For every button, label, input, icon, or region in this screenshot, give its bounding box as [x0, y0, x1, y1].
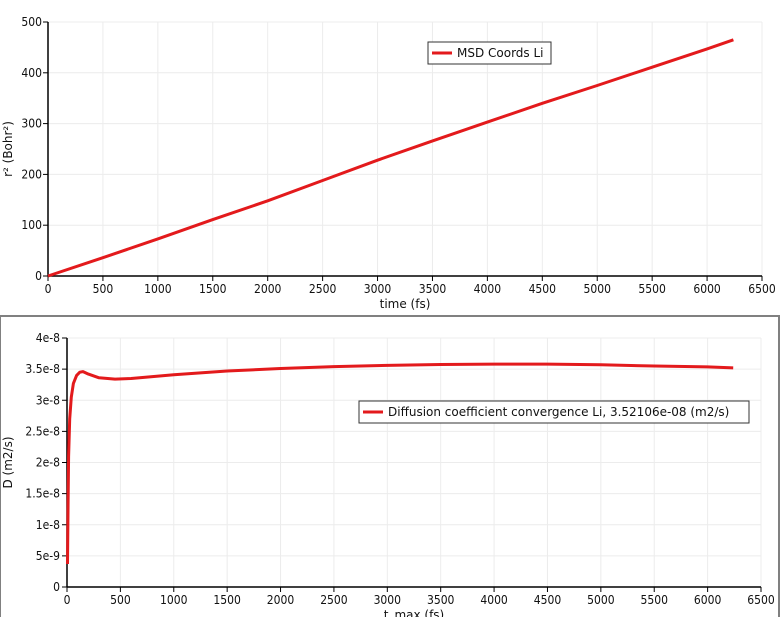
y-tick-label: 500	[21, 15, 42, 29]
legend-box	[358, 400, 750, 424]
x-tick-label: 0	[45, 282, 52, 296]
msd-chart: 0 500 1000 1500 2000 2500 3000 3500 4000 4500 5000…	[1, 15, 776, 311]
x-tick-label: 2500	[309, 282, 337, 296]
x-tick-label: 6000	[693, 282, 721, 296]
x-tick-label: 3500	[419, 282, 447, 296]
y-tick-label: 1e-8	[36, 518, 60, 532]
x-tick-label: 500	[110, 593, 131, 607]
x-tick-label: 0	[64, 593, 71, 607]
x-tick-label: 1500	[213, 593, 241, 607]
x-tick-label: 5000	[583, 282, 611, 296]
y-tick-label: 4e-8	[36, 331, 60, 345]
y-tick-label: 5e-9	[36, 549, 60, 563]
y-tick-label: 2e-8	[36, 456, 60, 470]
y-tick-label: 200	[21, 167, 42, 181]
x-tick-label: 5000	[587, 593, 615, 607]
y-tick-label: 100	[21, 218, 42, 232]
x-tick-label: 4000	[480, 593, 508, 607]
y-axis-label: D (m2/s)	[1, 436, 15, 488]
x-tick-label: 1000	[144, 282, 172, 296]
x-tick-label: 6000	[694, 593, 722, 607]
x-tick-label: 4500	[529, 282, 557, 296]
y-tick-label: 3e-8	[36, 393, 60, 407]
diffusion-chart: 0 500 1000 1500 2000 2500 3000 3500 4000 4500 5000…	[1, 331, 775, 617]
y-tick-label: 300	[21, 117, 42, 131]
x-tick-label: 5500	[638, 282, 666, 296]
x-tick-label: 500	[93, 282, 114, 296]
x-tick-label: 1500	[199, 282, 227, 296]
x-tick-label: 1000	[160, 593, 188, 607]
legend-box	[427, 41, 552, 65]
series-line	[66, 362, 734, 565]
x-tick-label: 2000	[267, 593, 295, 607]
x-axis-label: t_max (fs)	[384, 608, 445, 617]
series-line	[47, 38, 734, 278]
y-tick-label: 0	[35, 269, 42, 283]
x-tick-label: 2500	[320, 593, 348, 607]
x-tick-label: 3000	[374, 593, 402, 607]
y-tick-label: 2.5e-8	[25, 424, 60, 438]
x-tick-label: 4500	[534, 593, 562, 607]
x-axis-label: time (fs)	[380, 297, 431, 311]
x-tick-label: 2000	[254, 282, 282, 296]
x-tick-label: 6500	[747, 593, 775, 607]
x-tick-label: 4000	[474, 282, 502, 296]
legend-label: Diffusion coefficient convergence Li, 3.…	[388, 405, 729, 419]
x-tick-label: 3000	[364, 282, 392, 296]
x-tick-label: 5500	[640, 593, 668, 607]
y-tick-label: 400	[21, 66, 42, 80]
x-tick-label: 3500	[427, 593, 455, 607]
y-axis-label: r² (Bohr²)	[1, 121, 15, 177]
lower-panel-border	[0, 315, 780, 617]
y-tick-label: 3.5e-8	[25, 362, 60, 376]
y-tick-label: 0	[53, 580, 60, 594]
x-tick-label: 6500	[748, 282, 776, 296]
legend-label: MSD Coords Li	[457, 46, 544, 60]
y-tick-label: 1.5e-8	[25, 487, 60, 501]
